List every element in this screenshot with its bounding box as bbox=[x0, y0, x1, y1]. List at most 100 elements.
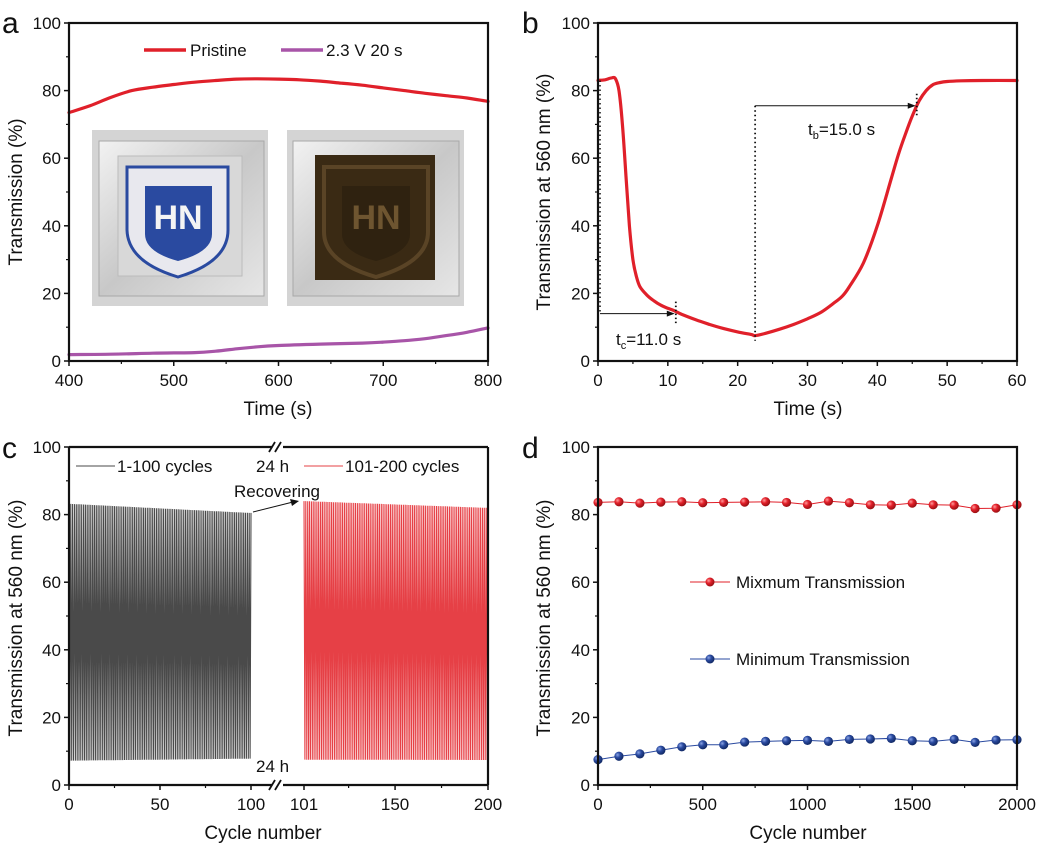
y-tick-label-c: 100 bbox=[33, 438, 61, 457]
data-point-min bbox=[802, 735, 813, 745]
data-point-max bbox=[844, 498, 855, 508]
data-point-min bbox=[698, 740, 708, 750]
data-point-max bbox=[719, 497, 729, 508]
x-tick-label-a: 500 bbox=[160, 371, 188, 390]
x-tick-label-d: 0 bbox=[593, 795, 602, 814]
data-point-min bbox=[865, 734, 875, 744]
y-tick-label-a: 40 bbox=[42, 217, 61, 236]
data-point-min bbox=[949, 734, 959, 744]
x-tick-label-a: 400 bbox=[55, 371, 83, 390]
legend-label-1-100: 1-100 cycles bbox=[117, 457, 212, 476]
annotation-tb: tb=15.0 s bbox=[808, 120, 875, 142]
pristine-device-photo: HN bbox=[92, 130, 268, 306]
series-cycles-1-100 bbox=[68, 503, 252, 761]
recovering-annotation: Recovering bbox=[234, 482, 320, 501]
data-point-min bbox=[991, 735, 1001, 745]
data-point-max bbox=[698, 498, 708, 508]
data-point-min bbox=[907, 736, 917, 746]
break-label-top: 24 h bbox=[256, 457, 289, 476]
legend-marker-min bbox=[705, 654, 715, 664]
data-point-min bbox=[677, 742, 687, 752]
break-mark-b-1 bbox=[274, 779, 282, 791]
x-tick-label-b: 60 bbox=[1008, 371, 1027, 390]
panel-c: c 0 20 40 60 80 100 0 50 100 101 150 200 1-100 cycl… bbox=[2, 432, 502, 844]
data-point-max bbox=[928, 500, 938, 510]
data-point-min bbox=[781, 736, 792, 746]
x-tick-label-c: 200 bbox=[474, 795, 502, 814]
legend-label-pristine: Pristine bbox=[190, 41, 247, 60]
data-point-min bbox=[970, 737, 980, 748]
y-tick-label-a: 20 bbox=[42, 284, 61, 303]
x-tick-label-a: 800 bbox=[474, 371, 502, 390]
x-tick-label-d: 1000 bbox=[789, 795, 827, 814]
data-point-max bbox=[802, 499, 813, 510]
x-tick-label-d: 500 bbox=[689, 795, 717, 814]
data-point-max bbox=[635, 498, 645, 508]
x-tick-label-c: 150 bbox=[381, 795, 409, 814]
data-point-max bbox=[761, 497, 771, 507]
x-axis-title-c: Cycle number bbox=[204, 823, 322, 844]
y-tick-label-b: 60 bbox=[571, 149, 590, 168]
plot-frame-b bbox=[596, 21, 1019, 363]
break-mark-a-1 bbox=[268, 779, 276, 791]
data-point-max bbox=[886, 500, 896, 510]
x-tick-label-a: 700 bbox=[369, 371, 397, 390]
x-tick-label-c: 101 bbox=[290, 795, 318, 814]
y-axis-title-a: Transmission (%) bbox=[6, 118, 27, 265]
y-tick-label-a: 60 bbox=[42, 149, 61, 168]
data-point-min bbox=[761, 736, 771, 746]
panel-b: b tc=11.0 s tb=15.0 s 0 20 40 60 80 100 0 10 20 30… bbox=[522, 7, 1026, 420]
x-tick-label-b: 20 bbox=[728, 371, 747, 390]
y-tick-label-c: 60 bbox=[42, 573, 61, 592]
legend-label-101-200: 101-200 cycles bbox=[345, 457, 459, 476]
y-tick-label-d: 80 bbox=[571, 506, 590, 525]
data-point-max bbox=[949, 500, 959, 510]
data-point-max bbox=[865, 500, 875, 510]
y-tick-label-c: 40 bbox=[42, 641, 61, 660]
series-cycles-101-200 bbox=[303, 501, 489, 761]
recovering-arrow bbox=[252, 499, 299, 513]
legend-c: 1-100 cycles 101-200 cycles bbox=[76, 457, 459, 476]
x-tick-label-b: 0 bbox=[593, 371, 602, 390]
y-tick-label-d: 40 bbox=[571, 641, 590, 660]
y-tick-label-a: 0 bbox=[52, 352, 61, 371]
x-tick-label-b: 10 bbox=[658, 371, 677, 390]
y-axis-title-d: Transmission at 560 nm (%) bbox=[534, 500, 555, 737]
data-point-min bbox=[614, 751, 624, 761]
arrow-head-c bbox=[666, 310, 675, 317]
y-tick-label-b: 0 bbox=[581, 352, 590, 371]
logo-text-pristine: HN bbox=[153, 199, 202, 237]
legend-label-2v3: 2.3 V 20 s bbox=[326, 41, 403, 60]
x-tick-label-c: 0 bbox=[64, 795, 73, 814]
data-point-min bbox=[844, 734, 855, 744]
series-line-transmission bbox=[596, 75, 1019, 338]
y-tick-label-c: 20 bbox=[42, 708, 61, 727]
y-tick-label-c: 0 bbox=[52, 776, 61, 795]
data-point-min bbox=[928, 736, 938, 746]
data-point-max bbox=[991, 503, 1001, 513]
y-tick-label-b: 100 bbox=[562, 14, 590, 33]
colored-device-photo: HN bbox=[287, 130, 464, 306]
panel-letter-d: d bbox=[522, 432, 539, 465]
y-axis-title-b: Transmission at 560 nm (%) bbox=[534, 74, 555, 311]
x-tick-label-b: 40 bbox=[868, 371, 887, 390]
x-tick-label-b: 30 bbox=[798, 371, 817, 390]
y-tick-label-b: 80 bbox=[571, 82, 590, 101]
data-point-max bbox=[970, 503, 980, 514]
x-axis-title-b: Time (s) bbox=[774, 399, 843, 420]
x-axis-title-d: Cycle number bbox=[749, 823, 867, 844]
y-tick-label-c: 80 bbox=[42, 506, 61, 525]
data-point-min bbox=[635, 749, 645, 759]
y-tick-label-a: 100 bbox=[33, 14, 61, 33]
x-tick-label-b: 50 bbox=[938, 371, 957, 390]
y-tick-label-a: 80 bbox=[42, 82, 61, 101]
y-tick-label-b: 20 bbox=[571, 284, 590, 303]
inset-photos: HN HN bbox=[92, 130, 464, 306]
logo-text-colored: HN bbox=[351, 199, 400, 237]
x-tick-label-d: 1500 bbox=[893, 795, 931, 814]
data-point-min bbox=[823, 736, 834, 746]
series-line-pristine bbox=[67, 77, 490, 115]
